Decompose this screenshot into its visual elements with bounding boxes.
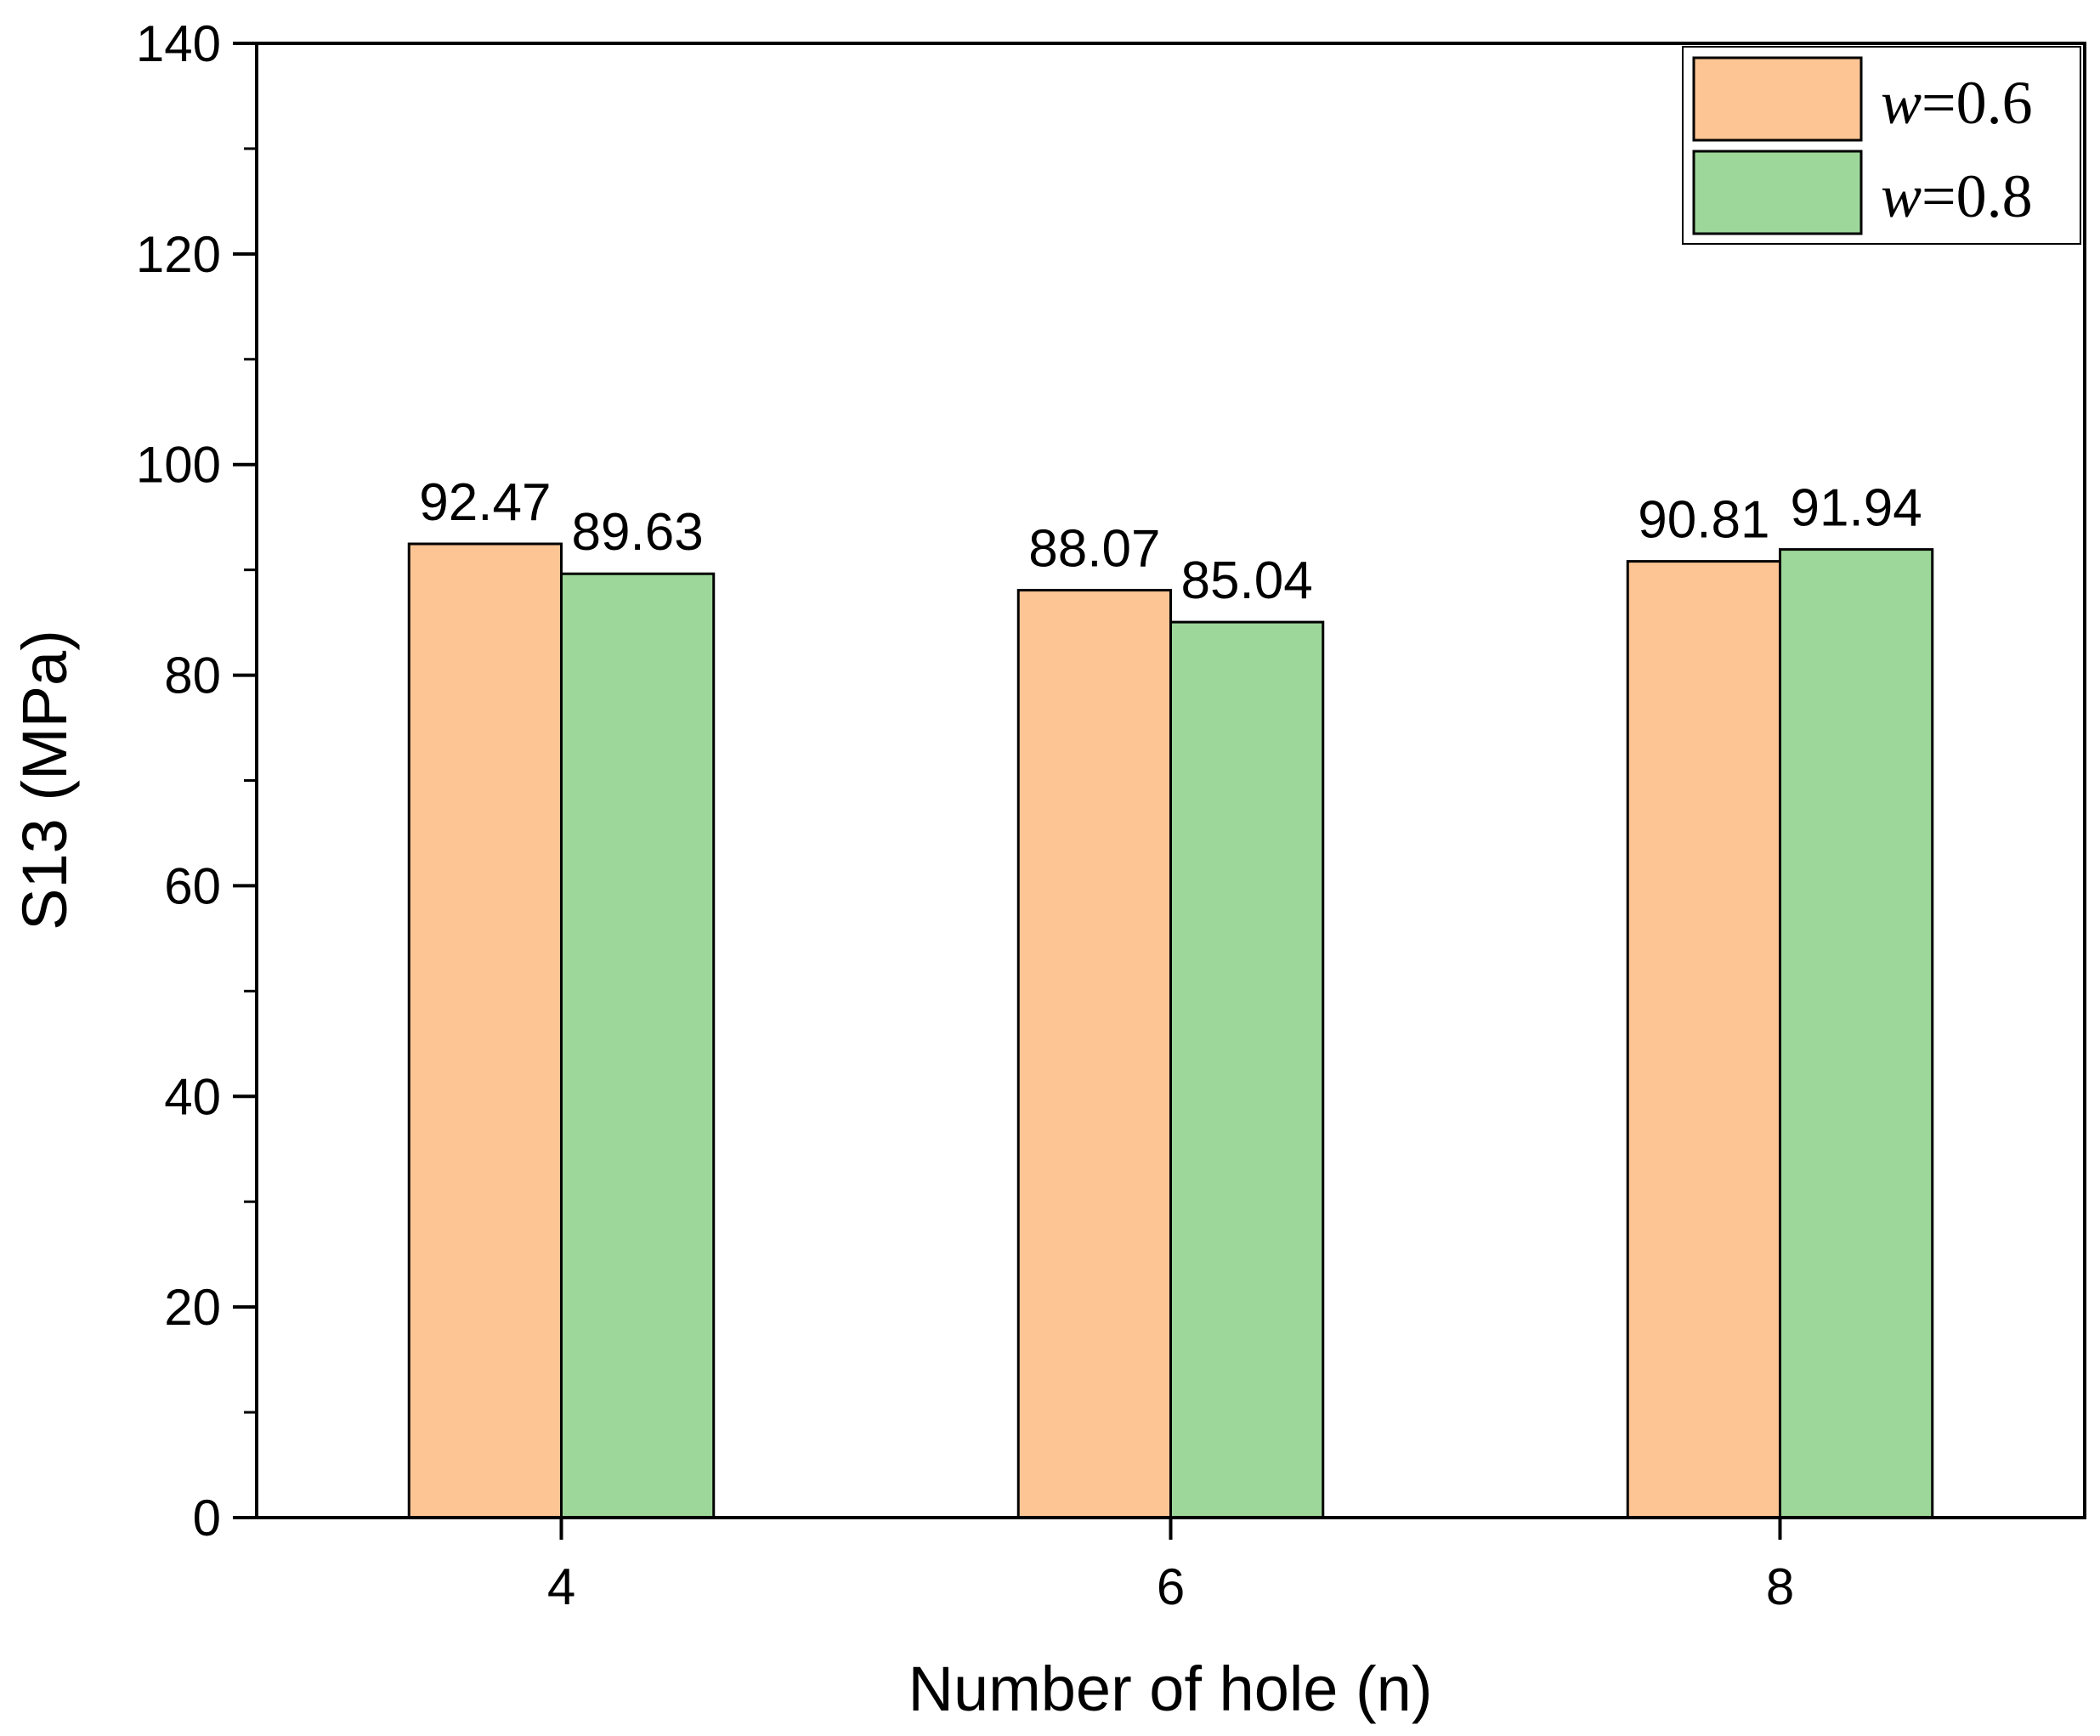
y-tick-label: 40	[164, 1068, 221, 1125]
legend-label-w06: w=0.6	[1881, 69, 2033, 137]
x-tick-label: 4	[547, 1558, 575, 1615]
data-label: 89.63	[572, 503, 704, 562]
y-tick-label: 0	[193, 1490, 221, 1547]
data-label: 92.47	[419, 473, 551, 532]
bar-w06-n8	[1626, 560, 1781, 1519]
legend-swatch-w06	[1692, 56, 1863, 142]
y-tick-label: 60	[164, 857, 221, 914]
x-axis-title: Number of hole (n)	[908, 1654, 1433, 1724]
legend-var-w06: w	[1881, 69, 1922, 137]
bar-w06-n4	[407, 542, 563, 1519]
x-tick-label: 8	[1766, 1558, 1794, 1615]
legend-value-w08: =0.8	[1922, 162, 2033, 230]
y-tick-label: 140	[136, 15, 221, 72]
y-tick-label: 100	[136, 437, 221, 494]
bar-w06-n6	[1016, 589, 1172, 1519]
bar-w08-n4	[560, 572, 716, 1519]
x-tick-label: 6	[1157, 1558, 1185, 1615]
y-tick-label: 20	[164, 1279, 221, 1336]
bar-w08-n8	[1779, 548, 1934, 1519]
data-label: 88.07	[1028, 520, 1160, 579]
y-axis-title: S13 (MPa)	[9, 630, 80, 930]
bar-w08-n6	[1169, 620, 1325, 1519]
legend: w=0.6 w=0.8	[1682, 46, 2081, 245]
y-tick-label: 80	[164, 647, 221, 704]
data-label: 91.94	[1791, 479, 1922, 538]
data-label: 90.81	[1638, 491, 1769, 550]
data-label: 85.04	[1181, 551, 1313, 610]
legend-value-w06: =0.6	[1922, 69, 2033, 137]
data-labels-group: 92.47 89.63 88.07 85.04 90.81 91.94	[419, 473, 1922, 610]
legend-var-w08: w	[1881, 162, 1922, 230]
y-tick-label: 120	[136, 226, 221, 283]
bars-group	[407, 542, 1934, 1519]
y-axis: 0 20 40 60 80 100 120 140	[136, 15, 257, 1547]
x-axis: 4 6 8	[547, 1518, 1794, 1615]
legend-swatch-w08	[1692, 150, 1863, 235]
legend-label-w08: w=0.8	[1881, 162, 2033, 230]
